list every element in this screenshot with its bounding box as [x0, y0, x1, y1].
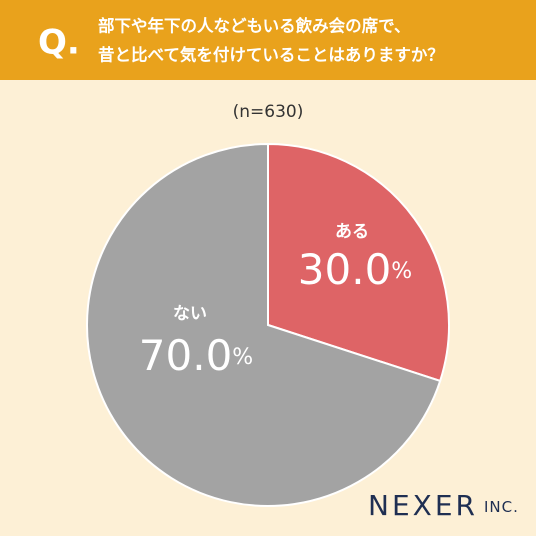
slice-category-label: ある [335, 222, 369, 242]
slice-category-label: ない [173, 304, 207, 324]
title-line: 部下や年下の人などもいる飲み会の席で、 [98, 16, 411, 36]
subtitle: (n=630) [233, 102, 304, 122]
title-line: 昔と比べて気を付けていることはありますか？ [98, 45, 444, 65]
pie [86, 142, 450, 507]
pie-slice [267, 142, 450, 383]
pie-slice [86, 142, 442, 507]
logo-suffix: INC. [484, 498, 519, 516]
slice-value-label: 30.0% [298, 245, 412, 294]
question-marker: Q. [38, 23, 80, 63]
logo: NEXER INC. [368, 489, 519, 522]
slice-value-label: 70.0% [139, 331, 253, 380]
header-bar [0, 0, 536, 80]
logo-name: NEXER [368, 489, 478, 522]
